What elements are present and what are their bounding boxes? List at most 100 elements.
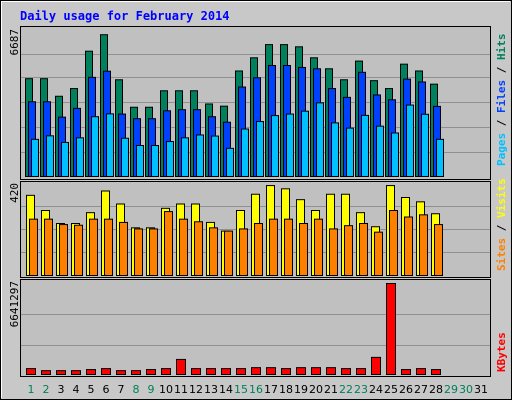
bar-pages-day-20 xyxy=(316,102,324,177)
x-tick-label-day-9: 9 xyxy=(148,383,155,396)
bar-kbytes-day-25 xyxy=(386,283,396,375)
bar-pages-day-24 xyxy=(376,125,384,178)
bar-sites-day-14 xyxy=(224,230,233,276)
bar-kbytes-day-21 xyxy=(326,367,336,375)
x-tick-label-day-8: 8 xyxy=(133,383,140,396)
legend-sep-2: / xyxy=(495,60,508,80)
legend-sites: Sites xyxy=(495,238,508,271)
bar-pages-day-14 xyxy=(226,147,234,177)
bar-sites-day-9 xyxy=(149,228,158,277)
bar-sites-day-17 xyxy=(269,218,278,277)
bar-kbytes-day-22 xyxy=(341,368,351,376)
bar-kbytes-day-3 xyxy=(56,370,66,375)
bottom-ymax-label: 6641297 xyxy=(8,281,21,327)
bar-kbytes-day-9 xyxy=(146,369,156,376)
bar-pages-day-22 xyxy=(346,127,354,178)
x-tick-label-day-24: 24 xyxy=(369,383,383,396)
bar-pages-day-18 xyxy=(286,113,294,177)
x-tick-label-day-22: 22 xyxy=(339,383,353,396)
x-tick-label-day-7: 7 xyxy=(118,383,125,396)
x-tick-label-day-14: 14 xyxy=(219,383,233,396)
bottom-legend: KBytes xyxy=(495,332,508,372)
x-tick-label-day-29: 29 xyxy=(444,383,458,396)
bar-kbytes-day-5 xyxy=(86,369,96,376)
bar-pages-day-8 xyxy=(136,145,144,178)
bar-sites-day-6 xyxy=(104,218,113,277)
bar-pages-day-6 xyxy=(106,113,114,177)
bar-pages-day-3 xyxy=(61,141,69,177)
bar-pages-day-21 xyxy=(331,122,339,177)
x-tick-label-day-26: 26 xyxy=(399,383,413,396)
bar-pages-day-15 xyxy=(241,128,249,178)
bar-kbytes-day-23 xyxy=(356,368,366,376)
x-tick-label-day-25: 25 xyxy=(384,383,398,396)
bar-pages-day-2 xyxy=(46,135,54,178)
x-tick-label-day-4: 4 xyxy=(73,383,80,396)
bar-kbytes-day-4 xyxy=(71,370,81,375)
legend-sep-1: / xyxy=(495,113,508,133)
bar-pages-day-9 xyxy=(151,145,159,178)
bar-pages-day-19 xyxy=(301,110,309,177)
x-tick-label-day-18: 18 xyxy=(279,383,293,396)
bar-kbytes-day-19 xyxy=(296,367,306,375)
legend-files: Files xyxy=(495,80,508,113)
bar-kbytes-day-8 xyxy=(131,370,141,375)
bar-kbytes-day-10 xyxy=(161,368,171,376)
bar-kbytes-day-11 xyxy=(176,358,186,375)
panel-bottom xyxy=(20,279,491,377)
bar-kbytes-day-6 xyxy=(101,368,111,376)
bar-pages-day-26 xyxy=(406,104,414,177)
x-tick-label-day-30: 30 xyxy=(459,383,473,396)
bar-pages-day-4 xyxy=(76,137,84,177)
legend-hits: Hits xyxy=(495,34,508,61)
x-tick-label-day-20: 20 xyxy=(309,383,323,396)
x-tick-label-day-2: 2 xyxy=(43,383,50,396)
bar-kbytes-day-13 xyxy=(206,368,216,376)
x-axis-labels: 1 2 3 4 5 6 7 8 9 10 11 12 13 14 15 16 17 18 19 20 21 22 23 24 2… xyxy=(28,383,489,396)
bar-sites-day-1 xyxy=(29,218,38,277)
x-tick-label-day-28: 28 xyxy=(429,383,443,396)
bar-sites-day-16 xyxy=(254,223,263,276)
bar-pages-day-1 xyxy=(31,138,39,178)
bar-pages-day-11 xyxy=(181,137,189,177)
bar-kbytes-day-28 xyxy=(431,369,441,376)
bar-kbytes-day-16 xyxy=(251,367,261,375)
bar-kbytes-day-2 xyxy=(41,370,51,375)
x-tick-label-day-15: 15 xyxy=(234,383,248,396)
bar-sites-day-25 xyxy=(389,210,398,276)
x-tick-label-day-16: 16 xyxy=(249,383,263,396)
bar-kbytes-day-20 xyxy=(311,367,321,375)
bar-sites-day-12 xyxy=(194,221,203,276)
bar-pages-day-7 xyxy=(121,137,129,177)
bar-kbytes-day-26 xyxy=(401,369,411,376)
x-tick-label-day-19: 19 xyxy=(294,383,308,396)
bar-pages-day-12 xyxy=(196,134,204,178)
bar-kbytes-day-27 xyxy=(416,368,426,376)
bar-sites-day-11 xyxy=(179,218,188,277)
bar-sites-day-15 xyxy=(239,228,248,277)
top-legend: Pages / Files / Hits xyxy=(495,34,508,167)
middle-ymax-label: 420 xyxy=(8,183,21,203)
chart-title: Daily usage for February 2014 xyxy=(20,9,230,23)
bar-sites-day-27 xyxy=(419,214,428,276)
x-tick-label-day-23: 23 xyxy=(354,383,368,396)
legend-visits: Visits xyxy=(495,178,508,218)
x-tick-label-day-10: 10 xyxy=(159,383,173,396)
bar-sites-day-28 xyxy=(434,224,443,276)
bar-sites-day-10 xyxy=(164,211,173,276)
bar-sites-day-26 xyxy=(404,216,413,276)
x-tick-label-day-5: 5 xyxy=(88,383,95,396)
x-tick-label-day-1: 1 xyxy=(28,383,35,396)
bar-kbytes-day-18 xyxy=(281,368,291,376)
bar-kbytes-day-14 xyxy=(221,368,231,376)
x-tick-label-day-12: 12 xyxy=(189,383,203,396)
bar-pages-day-10 xyxy=(166,141,174,177)
bar-sites-day-7 xyxy=(119,221,128,277)
middle-legend: Sites / Visits xyxy=(495,178,508,271)
bar-kbytes-day-24 xyxy=(371,356,381,375)
bar-kbytes-day-15 xyxy=(236,368,246,376)
legend-kbytes: KBytes xyxy=(495,332,508,372)
bar-sites-day-24 xyxy=(374,231,383,277)
bar-pages-day-25 xyxy=(391,132,399,177)
